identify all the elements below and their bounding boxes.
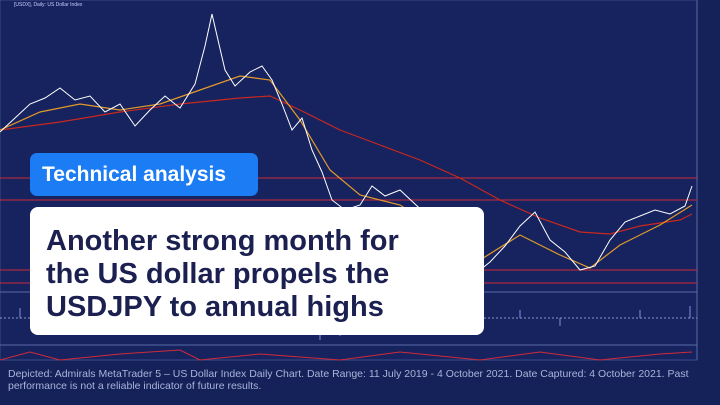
headline-card: Another strong month for the US dollar p… <box>30 207 484 335</box>
chart-label: [USDX], Daily: US Dollar Index <box>14 2 83 8</box>
caption: Depicted: Admirals MetaTrader 5 – US Dol… <box>8 368 689 392</box>
badge: Technical analysis <box>30 153 258 196</box>
headline: Another strong month for the US dollar p… <box>46 225 399 323</box>
